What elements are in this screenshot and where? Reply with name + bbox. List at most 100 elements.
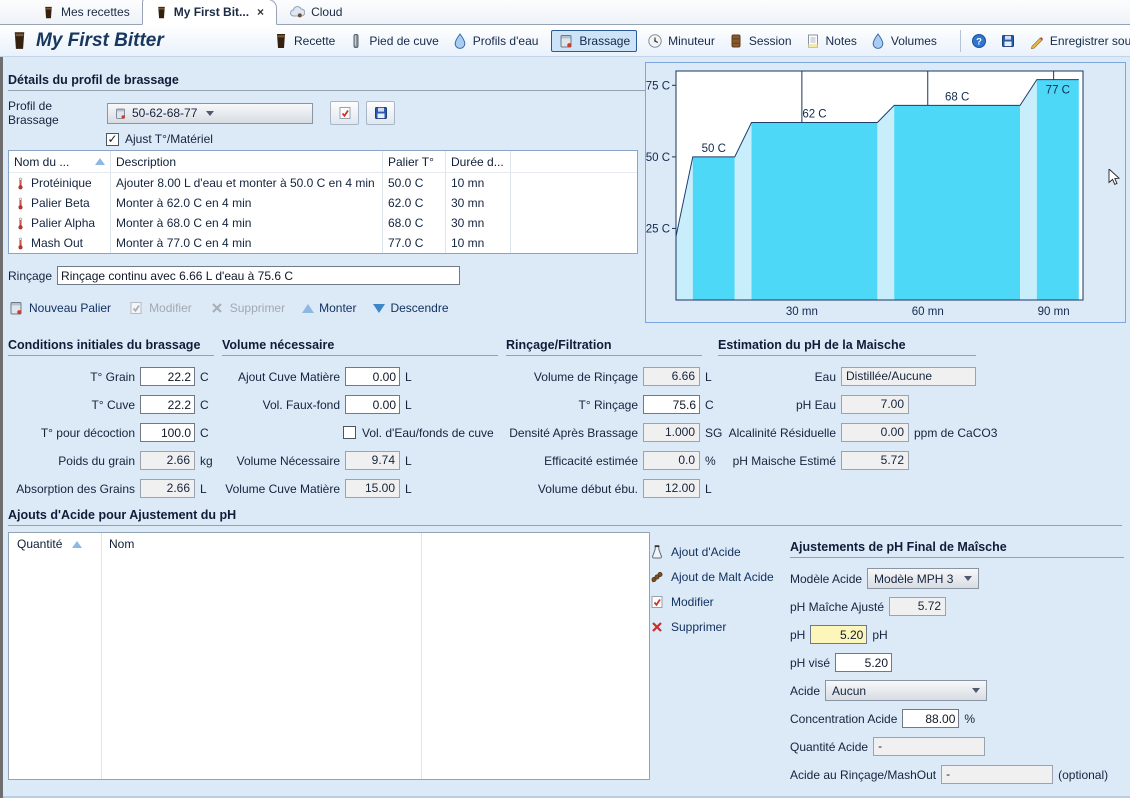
tun-addition-input[interactable] <box>345 367 400 386</box>
sparge-acid-field: - <box>941 765 1054 784</box>
help-button[interactable] <box>971 33 987 49</box>
thermometer-icon <box>14 177 27 190</box>
move-up-button[interactable]: Monter <box>302 301 356 315</box>
column-header-temp[interactable]: Palier T° <box>383 151 446 172</box>
delete-step-button[interactable]: Supprimer <box>209 300 285 316</box>
new-step-button[interactable]: Nouveau Palier <box>8 300 111 316</box>
save-profile-button[interactable] <box>366 101 395 125</box>
acid-model-dropdown[interactable]: Modèle MPH 3 <box>867 568 980 589</box>
deadspace-checkbox-label: Vol. d'Eau/fonds de cuve <box>362 425 494 440</box>
delete-x-icon <box>649 619 665 635</box>
toolbar-session-button[interactable]: Session <box>728 33 792 49</box>
svg-text:25 C: 25 C <box>646 223 670 235</box>
sparge-temp-input[interactable] <box>643 395 700 414</box>
residual-alkalinity-field: 0.00 <box>841 423 909 442</box>
toolbar-profils-eau-button[interactable]: Profils d'eau <box>452 33 538 49</box>
acid-quantity-label: Quantité Acide <box>790 739 869 754</box>
toolbar-right-group: Enregistrer sous OK Annul <box>950 29 1130 52</box>
acid-additions-table[interactable]: Quantité Nom <box>8 532 650 780</box>
beer-glass-icon <box>10 29 29 52</box>
group-title: Estimation du pH de la Maische <box>718 338 976 356</box>
edit-check-icon <box>337 105 353 121</box>
column-header-name[interactable]: Nom du ... <box>9 151 111 172</box>
sparge-volume-field: 6.66 <box>643 367 700 386</box>
close-icon[interactable]: × <box>257 5 265 19</box>
thermometer-icon <box>14 197 27 210</box>
mash-profile-dropdown[interactable]: 50-62-68-77 <box>107 102 313 124</box>
table-row[interactable]: Protéinique Ajouter 8.00 L d'eau et mont… <box>9 173 637 193</box>
thermometer-icon <box>14 237 27 250</box>
target-ph-input[interactable] <box>835 653 893 672</box>
toolbar-brassage-button[interactable]: Brassage <box>551 29 638 52</box>
deadspace-checkbox[interactable] <box>343 426 356 439</box>
acid-flask-icon <box>649 544 665 560</box>
column-header-empty <box>511 151 637 172</box>
rinse-input[interactable] <box>57 266 461 285</box>
toolbar-recette-button[interactable]: Recette <box>273 33 335 49</box>
tun-temp-input[interactable] <box>140 395 195 414</box>
delete-x-icon <box>209 300 225 316</box>
mash-steps-table: Nom du ... Description Palier T° Durée d… <box>8 150 638 254</box>
tab-label: Mes recettes <box>61 5 130 19</box>
table-row[interactable]: Palier Alpha Monter à 68.0 C en 4 min 68… <box>9 213 637 233</box>
column-header-duration[interactable]: Durée d... <box>446 151 511 172</box>
panel-title: Ajustements de pH Final de Maîsche <box>790 540 1124 558</box>
svg-text:75 C: 75 C <box>646 80 670 92</box>
step-buttons-row: Nouveau Palier Modifier Supprimer Monter… <box>8 300 466 316</box>
decoction-temp-input[interactable] <box>140 423 195 442</box>
save-disk-icon <box>373 105 389 121</box>
edit-acid-button[interactable]: Modifier <box>649 593 774 611</box>
acid-concentration-input[interactable] <box>902 709 960 728</box>
delete-acid-button[interactable]: Supprimer <box>649 618 774 636</box>
save-disk-icon <box>1000 33 1016 49</box>
ph-input[interactable] <box>810 625 868 644</box>
mash-tun-icon <box>8 300 24 316</box>
edit-check-icon <box>128 300 144 316</box>
svg-text:68 C: 68 C <box>945 91 969 103</box>
add-acid-malt-button[interactable]: Ajout de Malt Acide <box>649 568 774 586</box>
target-ph-label: pH visé <box>790 655 831 670</box>
toolbar-minuteur-button[interactable]: Minuteur <box>647 33 715 49</box>
volumes-drop-icon <box>870 33 886 49</box>
dropdown-arrow-icon <box>972 688 981 693</box>
false-bottom-input[interactable] <box>345 395 400 414</box>
tab-cloud[interactable]: Cloud <box>277 0 354 24</box>
water-profile-field: Distillée/Aucune <box>841 367 976 386</box>
tab-label: Cloud <box>311 5 343 19</box>
tab-label: My First Bit... <box>173 5 250 19</box>
acid-dropdown[interactable]: Aucun <box>825 680 988 701</box>
toolbar-volumes-button[interactable]: Volumes <box>870 33 937 49</box>
malt-grain-icon <box>649 569 665 585</box>
toolbar-label: Recette <box>294 33 336 48</box>
mash-steps-header: Nom du ... Description Palier T° Durée d… <box>9 151 637 173</box>
column-header-quantity[interactable]: Quantité <box>9 537 101 551</box>
help-icon <box>971 33 987 49</box>
table-row[interactable]: Mash Out Monter à 77.0 C en 4 min 77.0 C… <box>9 233 637 253</box>
water-ph-field: 7.00 <box>841 395 909 414</box>
grain-temp-input[interactable] <box>140 367 195 386</box>
save-as-button[interactable]: Enregistrer sous <box>1029 33 1130 49</box>
initial-conditions-group: Conditions initiales du brassage T° Grai… <box>8 338 214 507</box>
svg-text:90 mn: 90 mn <box>1038 306 1070 318</box>
toolbar-label: Minuteur <box>668 33 715 48</box>
save-button[interactable] <box>1000 33 1016 49</box>
beer-glass-icon <box>42 6 55 19</box>
estimated-efficiency-field: 0.0 <box>643 451 700 470</box>
toolbar-pied-de-cuve-button[interactable]: Pied de cuve <box>348 33 439 49</box>
tab-mes-recettes[interactable]: Mes recettes <box>30 0 142 24</box>
column-header-description[interactable]: Description <box>111 151 383 172</box>
timer-clock-icon <box>647 33 663 49</box>
group-title: Rinçage/Filtration <box>506 338 702 356</box>
table-row[interactable]: Palier Beta Monter à 62.0 C en 4 min 62.… <box>9 193 637 213</box>
edit-step-button[interactable]: Modifier <box>128 300 192 316</box>
svg-text:77 C: 77 C <box>1046 85 1070 97</box>
svg-text:50 C: 50 C <box>702 143 726 155</box>
column-header-name[interactable]: Nom <box>109 537 135 551</box>
tab-my-first-bitter[interactable]: My First Bit... × <box>141 0 278 25</box>
toolbar-notes-button[interactable]: Notes <box>805 33 857 49</box>
move-down-button[interactable]: Descendre <box>373 301 449 315</box>
add-acid-button[interactable]: Ajout d'Acide <box>649 543 774 561</box>
validate-profile-button[interactable] <box>330 101 359 125</box>
adjust-temp-checkbox[interactable] <box>106 132 119 146</box>
mash-temperature-chart: 25 C 50 C 75 C 30 mn 60 mn 90 mn 50 C 62 C 68 C 7… <box>645 62 1126 323</box>
